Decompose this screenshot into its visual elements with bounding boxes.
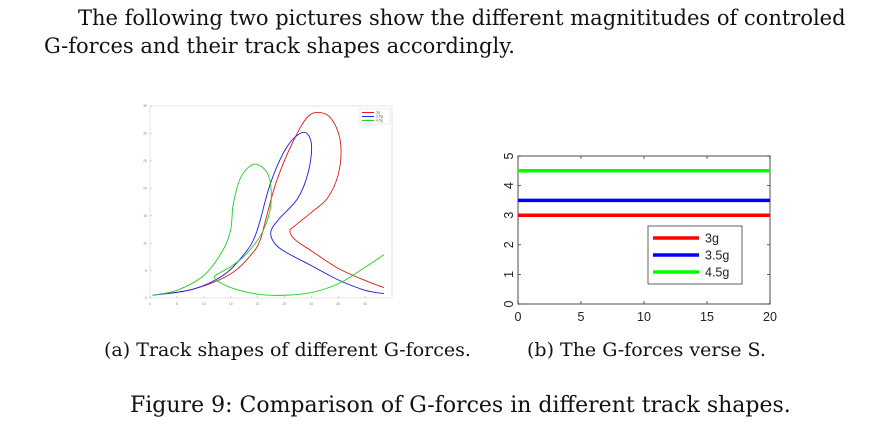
y-tick-label: 1 (502, 271, 516, 278)
x-tick-label: 25 (282, 302, 286, 306)
y-tick-label: 0 (145, 296, 147, 300)
legend-label: 3.5g (705, 249, 729, 263)
x-tick-label: 30 (309, 302, 313, 306)
y-tick-label: 5 (502, 152, 516, 159)
x-tick-label: 20 (256, 302, 260, 306)
y-tick-label: 15 (143, 214, 147, 218)
track-line-4.5g (152, 163, 385, 296)
x-tick-label: 20 (763, 310, 777, 324)
legend-label: 3.5g (376, 115, 383, 119)
intro-paragraph: The following two pictures show the diff… (44, 4, 874, 60)
y-tick-label: 20 (143, 186, 147, 190)
y-tick-label: 25 (143, 159, 147, 163)
x-tick-label: 0 (149, 302, 151, 306)
x-tick-label: 35 (336, 302, 340, 306)
track-shapes-chart: 0 5 10 15 20 25 30 35 40 0 5 10 15 20 25 30 35 3g3.5g4.5g (143, 104, 393, 306)
x-tick-label: 5 (176, 302, 178, 306)
y-tick-label: 10 (143, 241, 147, 245)
intro-text: The following two pictures show the diff… (44, 6, 846, 58)
gforce-vs-s-chart: 0 5 10 15 20 0 1 2 3 4 5 3g 3.5g 4.5g (502, 152, 777, 324)
y-tick-label: 35 (143, 104, 147, 108)
track-line-3.5g (152, 131, 385, 296)
x-tick-label: 10 (637, 310, 651, 324)
x-tick-label: 0 (515, 310, 522, 324)
legend-label: 3g (376, 111, 380, 115)
track-line-3g (152, 111, 385, 296)
x-tick-label: 15 (700, 310, 714, 324)
y-tick-label: 2 (502, 241, 516, 248)
x-tick-label: 10 (202, 302, 206, 306)
y-tick-label: 0 (502, 300, 516, 307)
legend-label: 4.5g (376, 119, 383, 123)
x-tick-label: 15 (229, 302, 233, 306)
x-tick-label: 40 (363, 302, 367, 306)
legend-label: 4.5g (705, 266, 729, 280)
x-tick-label: 5 (578, 310, 585, 324)
figure-caption: Figure 9: Comparison of G-forces in diff… (130, 393, 791, 418)
legend-label: 3g (705, 232, 719, 246)
y-tick-label: 5 (145, 269, 147, 273)
caption-a: (a) Track shapes of different G-forces. (104, 339, 471, 361)
y-tick-label: 4 (502, 182, 516, 189)
y-tick-label: 30 (143, 132, 147, 136)
figure-a: 0 5 10 15 20 25 30 35 40 0 5 10 15 20 25 30 35 3g 3.5g 4.5g (140, 100, 402, 310)
caption-b: (b) The G-forces verse S. (527, 339, 766, 361)
figure-b: 0 5 10 15 20 0 1 2 3 4 5 3g 3.5g 4.5g (500, 148, 790, 334)
y-tick-label: 3 (502, 212, 516, 219)
